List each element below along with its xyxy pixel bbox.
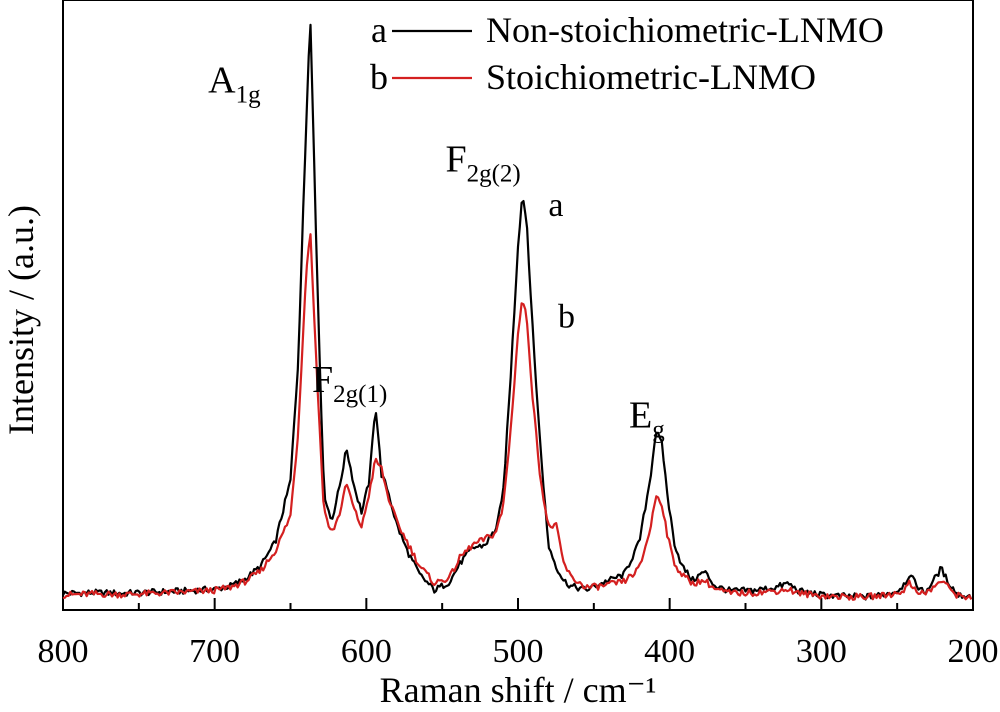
legend-label-b: Stoichiometric-LNMO (486, 57, 816, 97)
annotation-f2g1: F2g(1) (312, 359, 387, 408)
annotation-layer: A1g F2g(1) F2g(2) Eg a b (208, 59, 665, 443)
x-tick-label: 200 (948, 633, 999, 670)
legend: a Non-stoichiometric-LNMO b Stoichiometric-… (370, 10, 884, 97)
series-layer (62, 23, 973, 601)
x-tick-label: 600 (341, 633, 392, 670)
x-tick-label: 800 (38, 633, 89, 670)
annotation-curve-a: a (548, 187, 563, 224)
y-axis-title: Intensity / (a.u.) (1, 205, 41, 435)
series-line-a (62, 23, 973, 601)
x-tick-label: 500 (493, 633, 544, 670)
x-tick-label: 700 (189, 633, 240, 670)
annotation-f2g2: F2g(2) (445, 139, 520, 188)
legend-letter-a: a (371, 10, 387, 50)
annotation-a1g: A1g (208, 59, 261, 108)
x-axis-tick-labels: 800 700 600 500 400 300 200 (38, 633, 999, 670)
x-tick-label: 300 (796, 633, 847, 670)
series-line-b (62, 233, 973, 601)
legend-letter-b: b (370, 57, 388, 97)
x-axis-ticks (62, 598, 974, 610)
x-axis-title: Raman shift / cm⁻¹ (380, 670, 657, 710)
x-tick-label: 400 (644, 633, 695, 670)
annotation-eg: Eg (629, 394, 665, 443)
legend-label-a: Non-stoichiometric-LNMO (486, 10, 884, 50)
annotation-curve-b: b (558, 299, 575, 336)
